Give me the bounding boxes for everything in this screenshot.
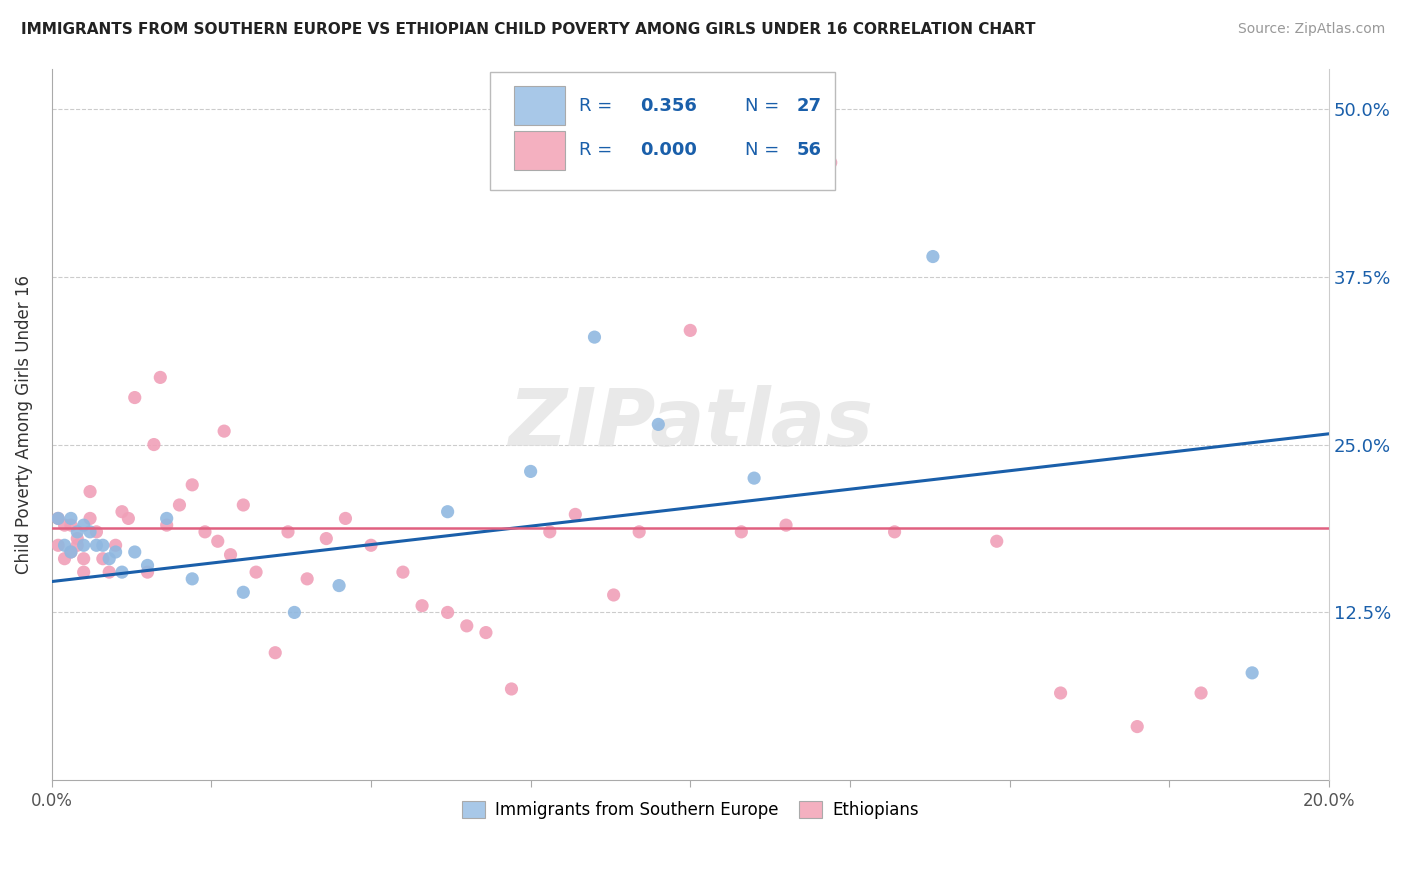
Point xyxy=(1126,720,1149,734)
Point xyxy=(283,606,305,620)
Point xyxy=(136,565,159,579)
Point xyxy=(456,619,478,633)
Point xyxy=(79,524,101,539)
Point xyxy=(46,511,69,525)
Text: R =: R = xyxy=(579,141,624,160)
Text: N =: N = xyxy=(745,141,785,160)
Text: 0.000: 0.000 xyxy=(641,141,697,160)
Point xyxy=(66,532,89,546)
Point xyxy=(742,471,765,485)
Point xyxy=(181,478,204,492)
Text: Source: ZipAtlas.com: Source: ZipAtlas.com xyxy=(1237,22,1385,37)
Point xyxy=(219,548,242,562)
FancyBboxPatch shape xyxy=(515,86,565,125)
Point xyxy=(232,585,254,599)
Text: 0.356: 0.356 xyxy=(641,96,697,114)
Y-axis label: Child Poverty Among Girls Under 16: Child Poverty Among Girls Under 16 xyxy=(15,275,32,574)
Point xyxy=(436,505,458,519)
Point xyxy=(104,538,127,552)
Point xyxy=(91,538,114,552)
Text: IMMIGRANTS FROM SOUTHERN EUROPE VS ETHIOPIAN CHILD POVERTY AMONG GIRLS UNDER 16 : IMMIGRANTS FROM SOUTHERN EUROPE VS ETHIO… xyxy=(21,22,1036,37)
Point xyxy=(104,545,127,559)
Point xyxy=(46,511,69,525)
Point xyxy=(820,155,842,169)
Point xyxy=(519,464,541,478)
Point xyxy=(315,532,337,546)
Point xyxy=(335,511,357,525)
Point xyxy=(53,551,76,566)
Point xyxy=(98,565,121,579)
Point xyxy=(207,534,229,549)
Point xyxy=(79,511,101,525)
Point xyxy=(245,565,267,579)
Point xyxy=(59,511,82,525)
Point xyxy=(264,646,287,660)
Point xyxy=(156,511,179,525)
Point xyxy=(73,551,96,566)
Point xyxy=(194,524,217,539)
Point xyxy=(775,518,797,533)
Point xyxy=(111,565,134,579)
Point xyxy=(73,518,96,533)
Point xyxy=(212,424,235,438)
Point xyxy=(53,518,76,533)
Point xyxy=(124,391,146,405)
Point xyxy=(149,370,172,384)
Point xyxy=(59,545,82,559)
Point xyxy=(169,498,191,512)
Point xyxy=(328,578,350,592)
Point xyxy=(1189,686,1212,700)
Point xyxy=(922,250,945,264)
Point xyxy=(392,565,415,579)
Legend: Immigrants from Southern Europe, Ethiopians: Immigrants from Southern Europe, Ethiopi… xyxy=(456,794,925,825)
Point xyxy=(295,572,318,586)
Point xyxy=(66,538,89,552)
Point xyxy=(986,534,1008,549)
Point xyxy=(66,524,89,539)
Point xyxy=(602,588,624,602)
Point xyxy=(1049,686,1071,700)
Point xyxy=(436,606,458,620)
Text: ZIPatlas: ZIPatlas xyxy=(508,385,873,464)
Point xyxy=(883,524,905,539)
FancyBboxPatch shape xyxy=(515,131,565,170)
Point xyxy=(117,511,139,525)
Point xyxy=(86,538,108,552)
Text: N =: N = xyxy=(745,96,785,114)
Point xyxy=(628,524,651,539)
Point xyxy=(475,625,498,640)
Point xyxy=(59,518,82,533)
Point xyxy=(501,681,523,696)
Text: 27: 27 xyxy=(796,96,821,114)
Point xyxy=(277,524,299,539)
Point xyxy=(73,565,96,579)
Point xyxy=(360,538,382,552)
Point xyxy=(111,505,134,519)
Point xyxy=(538,524,561,539)
Text: 56: 56 xyxy=(796,141,821,160)
Point xyxy=(86,524,108,539)
Point xyxy=(411,599,433,613)
Point xyxy=(59,545,82,559)
Point xyxy=(181,572,204,586)
Point xyxy=(564,508,586,522)
Point xyxy=(232,498,254,512)
Text: R =: R = xyxy=(579,96,624,114)
Point xyxy=(124,545,146,559)
Point xyxy=(91,551,114,566)
Point xyxy=(136,558,159,573)
Point xyxy=(53,538,76,552)
Point xyxy=(98,551,121,566)
Point xyxy=(730,524,752,539)
Point xyxy=(583,330,606,344)
Point xyxy=(156,518,179,533)
Point xyxy=(1241,665,1264,680)
Point xyxy=(647,417,669,432)
FancyBboxPatch shape xyxy=(489,72,835,189)
Point xyxy=(142,437,165,451)
Point xyxy=(79,484,101,499)
Point xyxy=(679,323,702,337)
Point xyxy=(46,538,69,552)
Point xyxy=(73,538,96,552)
